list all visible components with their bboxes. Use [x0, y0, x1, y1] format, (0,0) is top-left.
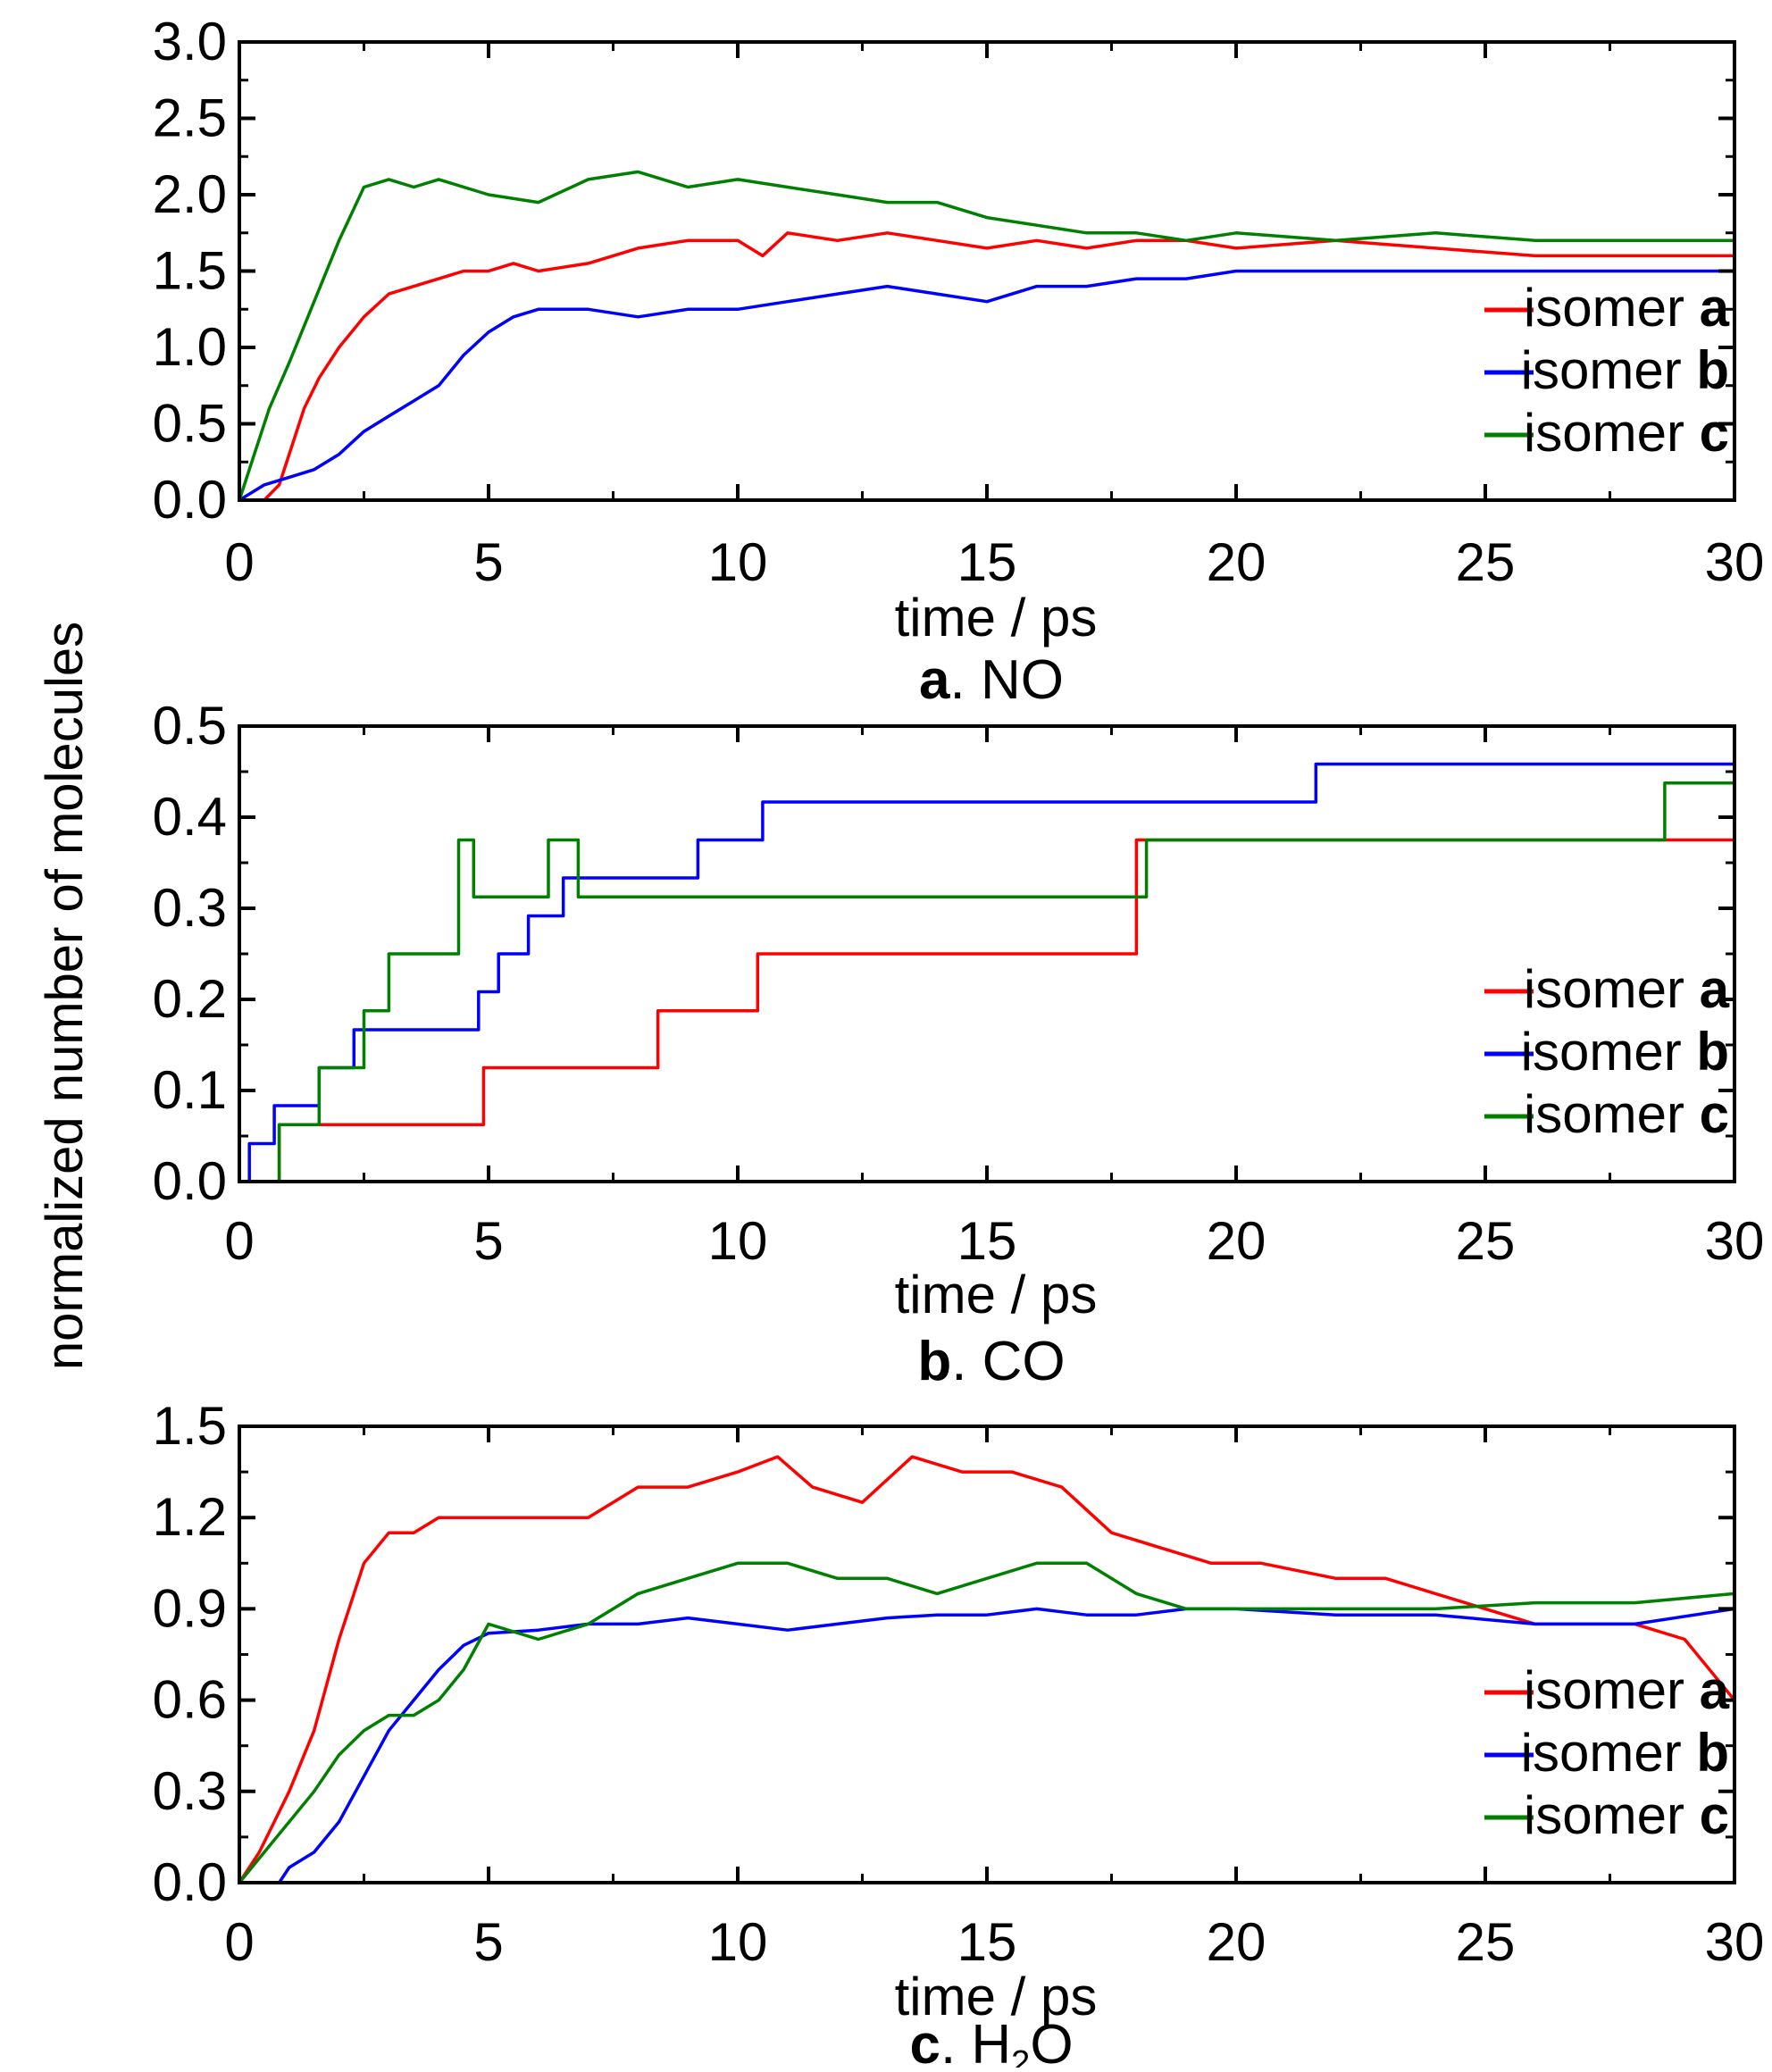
legend-label-isomer-a: isomer a [1524, 278, 1730, 338]
x-tick-label: 20 [1207, 1912, 1266, 1972]
x-tick-label: 5 [473, 532, 503, 592]
series-group [239, 170, 1734, 500]
legend-label-isomer-c: isomer c [1524, 403, 1729, 463]
chart-panel-h2o: 0 5 10 15 20 25 30 0.0 0.3 0.6 0.9 1.2 1.5 time / ps i… [153, 1396, 1765, 2072]
legend-label-isomer-b: isomer b [1521, 340, 1729, 400]
legend-label-isomer-c: isomer c [1524, 1785, 1729, 1845]
x-tick-label: 5 [473, 1211, 503, 1271]
x-tick-label: 15 [957, 532, 1017, 592]
x-axis-label: time / ps [895, 1967, 1098, 2026]
y-tick-label: 1.5 [153, 241, 227, 301]
y-tick-label: 2.0 [153, 164, 227, 224]
x-tick-label: 30 [1705, 1912, 1765, 1972]
y-tick-label: 0.3 [153, 878, 227, 938]
x-tick-label: 20 [1207, 1211, 1266, 1271]
series-line-isomer-b [239, 762, 1734, 1182]
x-tick-label: 30 [1705, 532, 1765, 592]
x-tick-label: 10 [708, 1912, 768, 1972]
x-tick-label: 10 [708, 1211, 768, 1271]
y-tick-label: 0.6 [153, 1670, 227, 1730]
y-tick-label: 0.0 [153, 470, 227, 530]
x-tick-label: 10 [708, 532, 768, 592]
x-tick-label: 0 [224, 1912, 254, 1972]
y-tick-label: 0.5 [153, 696, 227, 756]
shared-y-axis-label: normalized number of molecules [36, 622, 94, 1370]
panel-caption-no: a. NO [919, 649, 1064, 711]
chart-panel-no: 0 5 10 15 20 25 30 0.0 0.5 1.0 1.5 2.0 2.5 3.0 time / … [153, 12, 1765, 711]
x-tick-label: 5 [473, 1912, 503, 1972]
series-line-isomer-c [239, 781, 1734, 1182]
chart-panel-co: 0 5 10 15 20 25 30 0.0 0.1 0.2 0.3 0.4 0.5 time / ps i… [153, 696, 1765, 1392]
x-tick-label: 15 [957, 1211, 1017, 1271]
x-axis-label: time / ps [895, 588, 1098, 648]
y-tick-label: 1.5 [153, 1396, 227, 1456]
panels: 0 5 10 15 20 25 30 0.0 0.5 1.0 1.5 2.0 2.5 3.0 time / … [153, 12, 1765, 2072]
legend-label-isomer-a: isomer a [1524, 1660, 1730, 1720]
x-tick-label: 25 [1456, 532, 1516, 592]
y-tick-label: 0.5 [153, 394, 227, 454]
y-tick-label: 0.2 [153, 969, 227, 1029]
panel-caption-h2o: c. H2O [909, 2014, 1073, 2068]
series-line-isomer-a [239, 1455, 1734, 1883]
series-line-isomer-a [239, 231, 1734, 500]
y-tick-label: 3.0 [153, 12, 227, 71]
y-tick-label: 0.3 [153, 1761, 227, 1821]
series-group [239, 762, 1734, 1182]
x-tick-label: 15 [957, 1912, 1017, 1972]
x-tick-label: 0 [224, 532, 254, 592]
x-tick-label: 25 [1456, 1912, 1516, 1972]
series-line-isomer-b [239, 269, 1734, 500]
y-tick-label: 2.5 [153, 88, 227, 148]
legend-label-isomer-c: isomer c [1524, 1084, 1729, 1144]
series-group [239, 1455, 1734, 1883]
x-tick-label: 30 [1705, 1211, 1765, 1271]
legend-label-isomer-b: isomer b [1521, 1723, 1729, 1783]
x-tick-label: 20 [1207, 532, 1266, 592]
series-line-isomer-a [239, 838, 1734, 1182]
y-tick-label: 0.9 [153, 1578, 227, 1638]
y-tick-label: 0.0 [153, 1852, 227, 1912]
legend-label-isomer-b: isomer b [1521, 1022, 1729, 1082]
y-tick-label: 1.2 [153, 1487, 227, 1547]
series-line-isomer-c [239, 1561, 1734, 1883]
y-tick-label: 0.4 [153, 787, 227, 847]
x-tick-label: 0 [224, 1211, 254, 1271]
series-line-isomer-c [239, 170, 1734, 500]
series-line-isomer-b [239, 1607, 1734, 1883]
x-axis-label: time / ps [895, 1265, 1098, 1324]
legend-label-isomer-a: isomer a [1524, 959, 1730, 1019]
x-tick-label: 25 [1456, 1211, 1516, 1271]
y-tick-label: 0.1 [153, 1060, 227, 1120]
panel-caption-co: b. CO [917, 1331, 1065, 1392]
plot-frame [238, 1424, 1736, 1884]
y-tick-label: 1.0 [153, 317, 227, 377]
y-tick-label: 0.0 [153, 1151, 227, 1211]
